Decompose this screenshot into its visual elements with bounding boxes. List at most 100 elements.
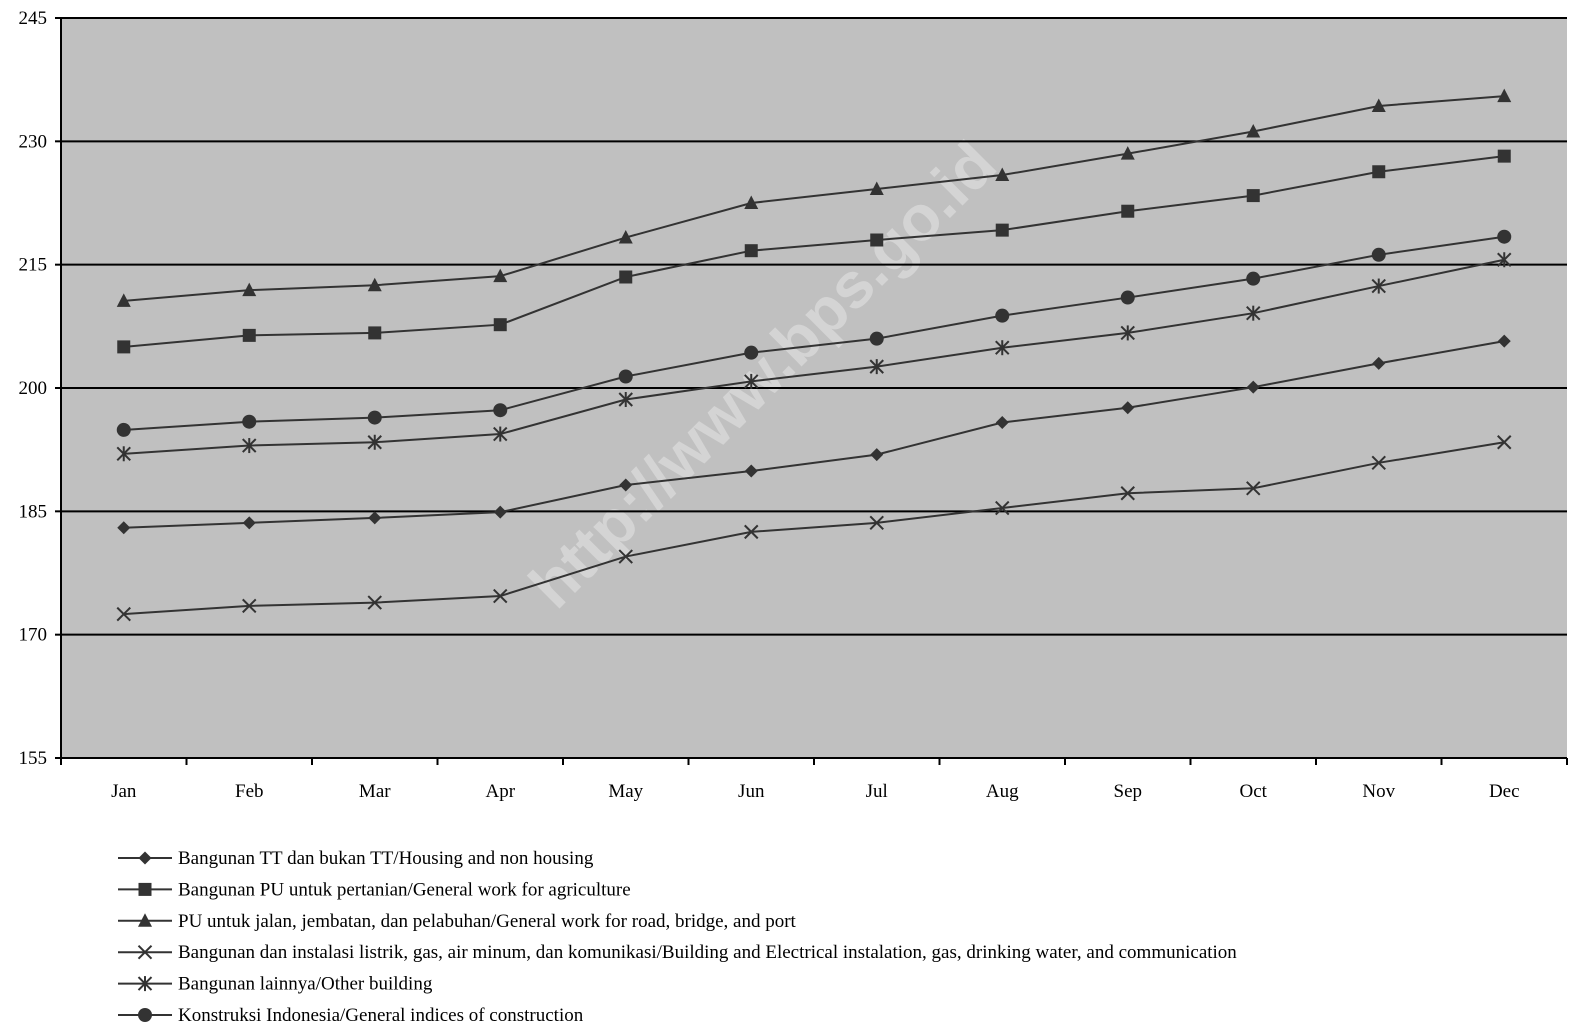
data-point bbox=[493, 588, 508, 604]
x-marker-stroke bbox=[137, 944, 153, 960]
legend-marker-star bbox=[137, 976, 153, 992]
legend-item: Konstruksi Indonesia/General indices of … bbox=[118, 1005, 584, 1026]
data-point bbox=[870, 233, 884, 247]
data-point bbox=[242, 598, 257, 614]
data-point bbox=[744, 345, 759, 360]
data-point bbox=[1372, 165, 1386, 179]
data-point bbox=[1371, 98, 1386, 112]
y-tick-label: 200 bbox=[19, 378, 48, 399]
data-point bbox=[744, 464, 758, 478]
data-point bbox=[367, 410, 382, 425]
y-tick-label: 155 bbox=[19, 748, 48, 769]
data-point bbox=[367, 434, 382, 450]
x-marker-stroke bbox=[493, 588, 508, 604]
gridlines bbox=[61, 17, 1567, 636]
x-marker-stroke bbox=[618, 549, 633, 564]
data-point bbox=[368, 326, 382, 340]
data-point bbox=[1497, 229, 1512, 244]
legend-item: Bangunan TT dan bukan TT/Housing and non… bbox=[118, 848, 594, 869]
data-point bbox=[1121, 401, 1135, 415]
series-line bbox=[123, 235, 1505, 431]
data-point bbox=[744, 195, 759, 209]
legend-item: PU untuk jalan, jembatan, dan pelabuhan/… bbox=[118, 911, 797, 932]
data-point bbox=[493, 426, 508, 442]
legend-item: Bangunan lainnya/Other building bbox=[118, 974, 433, 995]
data-point bbox=[744, 244, 758, 258]
y-tick-label: 245 bbox=[19, 8, 48, 29]
y-tick-label: 215 bbox=[19, 255, 48, 276]
data-point bbox=[1121, 204, 1135, 218]
y-tick-label: 230 bbox=[19, 131, 48, 152]
legend-marker-diamond bbox=[138, 851, 152, 865]
x-marker-stroke bbox=[995, 500, 1010, 516]
series-line bbox=[123, 95, 1505, 302]
data-point bbox=[116, 446, 131, 462]
data-point bbox=[1246, 123, 1261, 138]
x-tick-label: Jul bbox=[866, 781, 888, 802]
legend-marker-triangle bbox=[138, 913, 152, 927]
x-tick-label: Aug bbox=[986, 781, 1019, 802]
series-star bbox=[116, 252, 1512, 462]
data-point bbox=[1372, 356, 1386, 370]
data-point bbox=[870, 448, 884, 462]
data-point bbox=[618, 230, 633, 244]
series-line bbox=[123, 155, 1505, 348]
data-point bbox=[116, 606, 131, 622]
data-point bbox=[242, 282, 257, 297]
data-point bbox=[995, 500, 1010, 516]
axes: 155 170 185 200 215 230 245 Jan Feb Mar Apr May Jun J… bbox=[19, 8, 1568, 802]
data-point bbox=[618, 369, 633, 384]
data-point bbox=[1120, 146, 1135, 160]
series-group bbox=[116, 88, 1512, 622]
data-point bbox=[618, 392, 633, 408]
legend-label: Bangunan lainnya/Other building bbox=[178, 974, 433, 995]
x-marker-stroke bbox=[116, 606, 131, 622]
data-point bbox=[493, 505, 507, 519]
data-point bbox=[869, 331, 884, 346]
data-point bbox=[1497, 252, 1512, 268]
data-point bbox=[1497, 149, 1511, 163]
x-tick-label: Jun bbox=[738, 781, 765, 802]
data-point bbox=[1246, 189, 1260, 203]
x-tick-label: Mar bbox=[359, 781, 391, 802]
data-point bbox=[995, 167, 1010, 182]
x-tick-label: Nov bbox=[1362, 781, 1395, 802]
data-point bbox=[1120, 290, 1135, 305]
data-point bbox=[869, 359, 884, 375]
data-point bbox=[1246, 380, 1260, 394]
data-point bbox=[1371, 455, 1386, 471]
x-tick-label: Apr bbox=[485, 781, 515, 802]
x-tick-label: Jan bbox=[111, 781, 137, 802]
series-line bbox=[123, 340, 1505, 529]
data-point bbox=[493, 268, 508, 283]
x-marker-stroke bbox=[1120, 486, 1135, 501]
x-tick-label: Dec bbox=[1489, 781, 1520, 802]
x-marker-stroke bbox=[1246, 481, 1261, 496]
data-point bbox=[869, 515, 884, 531]
data-point bbox=[744, 524, 759, 540]
data-point bbox=[1371, 247, 1386, 262]
series-x bbox=[116, 435, 1512, 622]
x-tick-label: Sep bbox=[1114, 781, 1143, 802]
data-point bbox=[1246, 481, 1261, 496]
data-point bbox=[744, 373, 759, 389]
legend-marker-x bbox=[137, 944, 153, 960]
series-triangle bbox=[116, 88, 1512, 307]
data-point bbox=[242, 438, 257, 454]
data-point bbox=[117, 340, 131, 354]
data-point bbox=[242, 414, 257, 429]
data-point bbox=[995, 223, 1009, 237]
legend-label: PU untuk jalan, jembatan, dan pelabuhan/… bbox=[178, 911, 797, 932]
legend-label: Bangunan TT dan bukan TT/Housing and non… bbox=[178, 848, 594, 869]
x-tick-label: Feb bbox=[235, 781, 264, 802]
data-point bbox=[1497, 435, 1512, 450]
data-point bbox=[1371, 278, 1386, 294]
data-point bbox=[1246, 271, 1261, 286]
x-marker-stroke bbox=[1371, 455, 1386, 471]
legend: Bangunan TT dan bukan TT/Housing and non… bbox=[118, 848, 1237, 1026]
data-point bbox=[1246, 305, 1261, 321]
data-point bbox=[995, 340, 1010, 356]
data-point bbox=[869, 181, 884, 196]
data-point bbox=[618, 549, 633, 564]
